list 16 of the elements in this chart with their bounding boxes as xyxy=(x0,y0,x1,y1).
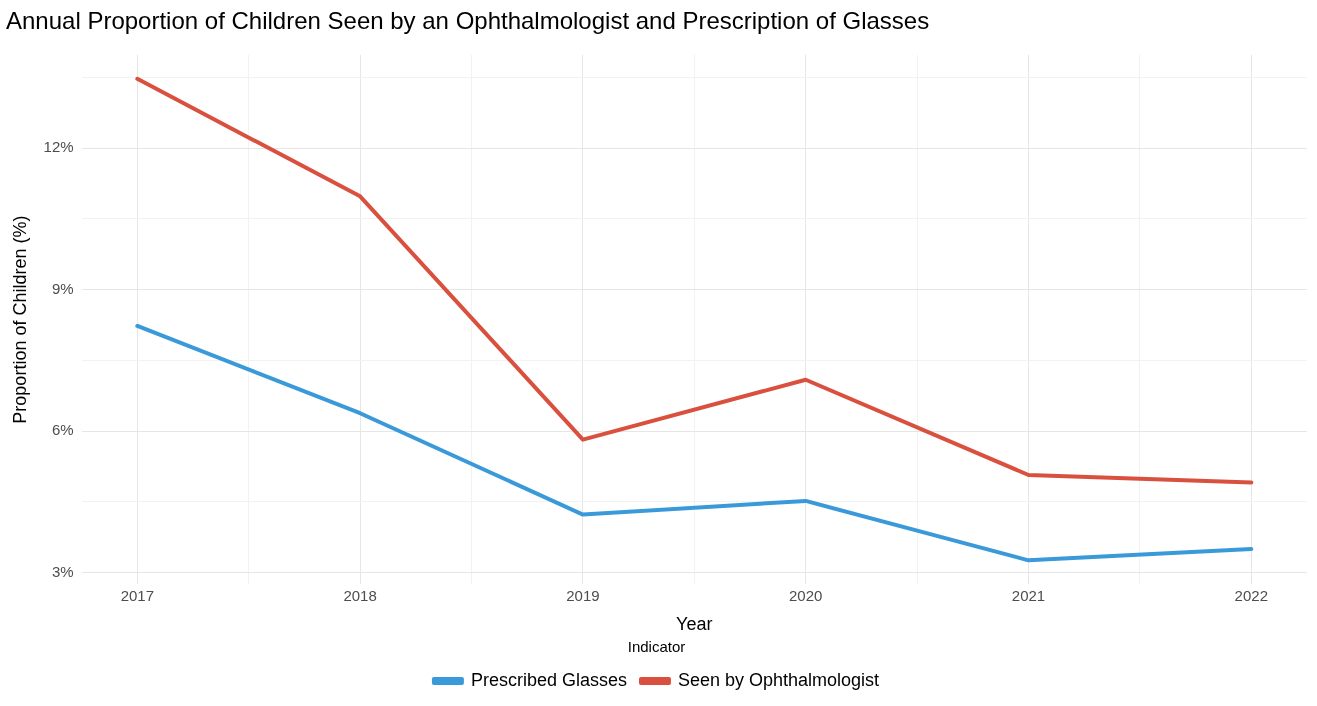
x-tick-label: 2021 xyxy=(1011,586,1046,604)
y-tick-label: 12% xyxy=(43,138,74,156)
x-tick-label: 2022 xyxy=(1234,586,1268,604)
y-tick-label: 3% xyxy=(51,562,74,580)
chart-title: Annual Proportion of Children Seen by an Ophthalmologist and Prescription of Glasses xyxy=(6,7,930,35)
x-tick-label: 2019 xyxy=(566,586,600,604)
x-axis-title: Year xyxy=(676,614,713,635)
y-tick-label: 6% xyxy=(51,421,74,439)
legend-title: Indicator xyxy=(627,637,686,655)
x-tick-label: 2017 xyxy=(120,586,155,604)
x-tick-label: 2018 xyxy=(343,586,377,604)
y-axis-title: Proportion of Children (%) xyxy=(9,215,30,424)
y-tick-label: 9% xyxy=(51,279,74,297)
legend-label: Seen by Ophthalmologist xyxy=(677,669,880,690)
x-tick-label: 2020 xyxy=(789,586,823,604)
legend-label: Prescribed Glasses xyxy=(470,669,627,690)
